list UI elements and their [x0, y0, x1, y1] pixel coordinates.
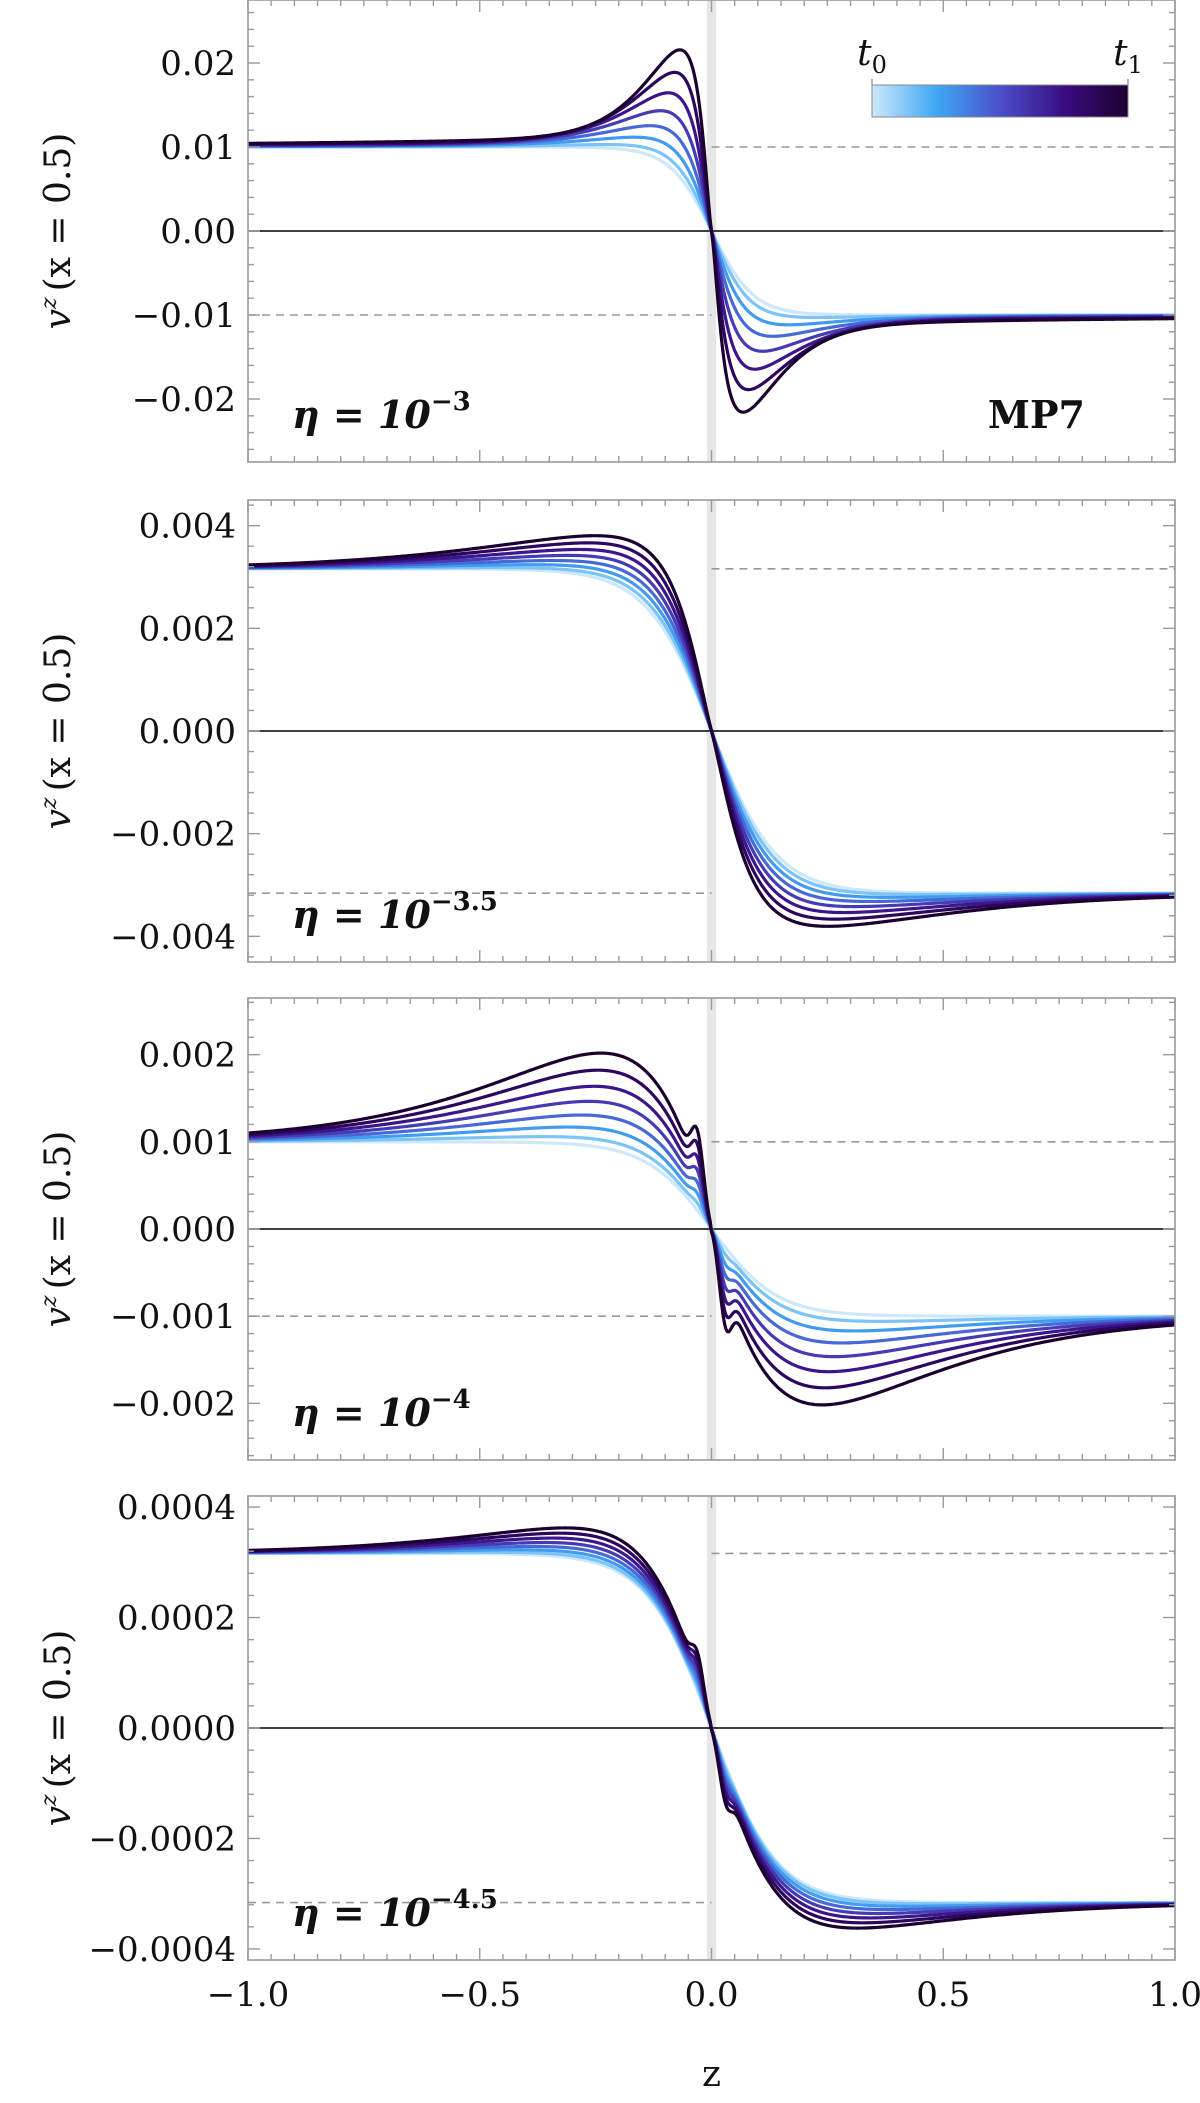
eta-annotation: η = 10−3 [292, 387, 471, 437]
y-tick-label: −0.01 [132, 296, 236, 336]
series-group [248, 534, 1175, 928]
y-axis-label: vz(x = 0.5) [37, 1630, 79, 1827]
colorbar-label-t0: t0 [857, 33, 887, 79]
y-tick-label: 0.002 [139, 1036, 236, 1076]
y-axis-label: vz(x = 0.5) [37, 633, 79, 830]
eta-annotation: η = 10−4 [292, 1385, 471, 1435]
x-tick-label: 0.0 [684, 1975, 738, 2015]
series-group [248, 48, 1175, 414]
series-group [248, 1526, 1175, 1930]
y-tick-label: 0.0004 [117, 1488, 236, 1528]
y-tick-label: 0.00 [160, 212, 236, 252]
panel-2: −0.004 −0.002 0.000 0.002 0.004 vz(x = 0.5) η … [37, 499, 1176, 963]
y-tick-label: 0.01 [160, 128, 236, 168]
y-axis-label: vz(x = 0.5) [37, 133, 79, 330]
series-line-8 [248, 48, 1175, 414]
y-tick-label: 0.0000 [117, 1709, 236, 1749]
y-tick-label: −0.001 [110, 1297, 236, 1337]
panel-3: −0.002 −0.001 0.000 0.001 0.002 vz(x = 0.5) η … [37, 997, 1176, 1461]
x-tick-label: 1.0 [1148, 1975, 1200, 2015]
series-group [248, 1051, 1175, 1407]
series-line-8 [248, 1051, 1175, 1407]
eta-annotation: η = 10−3.5 [292, 887, 498, 937]
colorbar-label-t1: t1 [1113, 33, 1143, 79]
series-line-8 [248, 534, 1175, 928]
y-tick-label: 0.004 [139, 507, 236, 547]
x-axis-label: z [702, 2054, 721, 2095]
y-tick-label: 0.02 [160, 44, 236, 84]
y-tick-label: 0.000 [139, 1210, 236, 1250]
panel-4: −0.0004 −0.0002 0.0000 0.0002 0.0004 −1.0 −0.5… [37, 1488, 1200, 2095]
y-tick-label: −0.0002 [89, 1819, 236, 1859]
y-tick-label: −0.02 [132, 380, 236, 420]
model-label: MP7 [988, 392, 1085, 437]
y-tick-label: −0.004 [110, 917, 236, 957]
y-tick-label: 0.0002 [117, 1599, 236, 1639]
y-tick-label: −0.0004 [89, 1930, 236, 1970]
y-tick-label: 0.002 [139, 609, 236, 649]
y-tick-label: 0.001 [139, 1123, 236, 1163]
eta-annotation: η = 10−4.5 [292, 1885, 498, 1935]
series-line-8 [248, 1526, 1175, 1930]
y-tick-label: −0.002 [110, 815, 236, 855]
colorbar [871, 84, 1129, 118]
x-tick-label: −0.5 [438, 1975, 521, 2015]
x-tick-label: −1.0 [207, 1975, 290, 2015]
x-tick-label: 0.5 [916, 1975, 970, 2015]
y-tick-label: 0.000 [139, 712, 236, 752]
panel-1: −0.02 −0.01 0.00 0.01 0.02 vz(x = 0.5) η = 10−… [37, 0, 1176, 463]
y-axis-label: vz(x = 0.5) [37, 1131, 79, 1328]
y-tick-label: −0.002 [110, 1384, 236, 1424]
